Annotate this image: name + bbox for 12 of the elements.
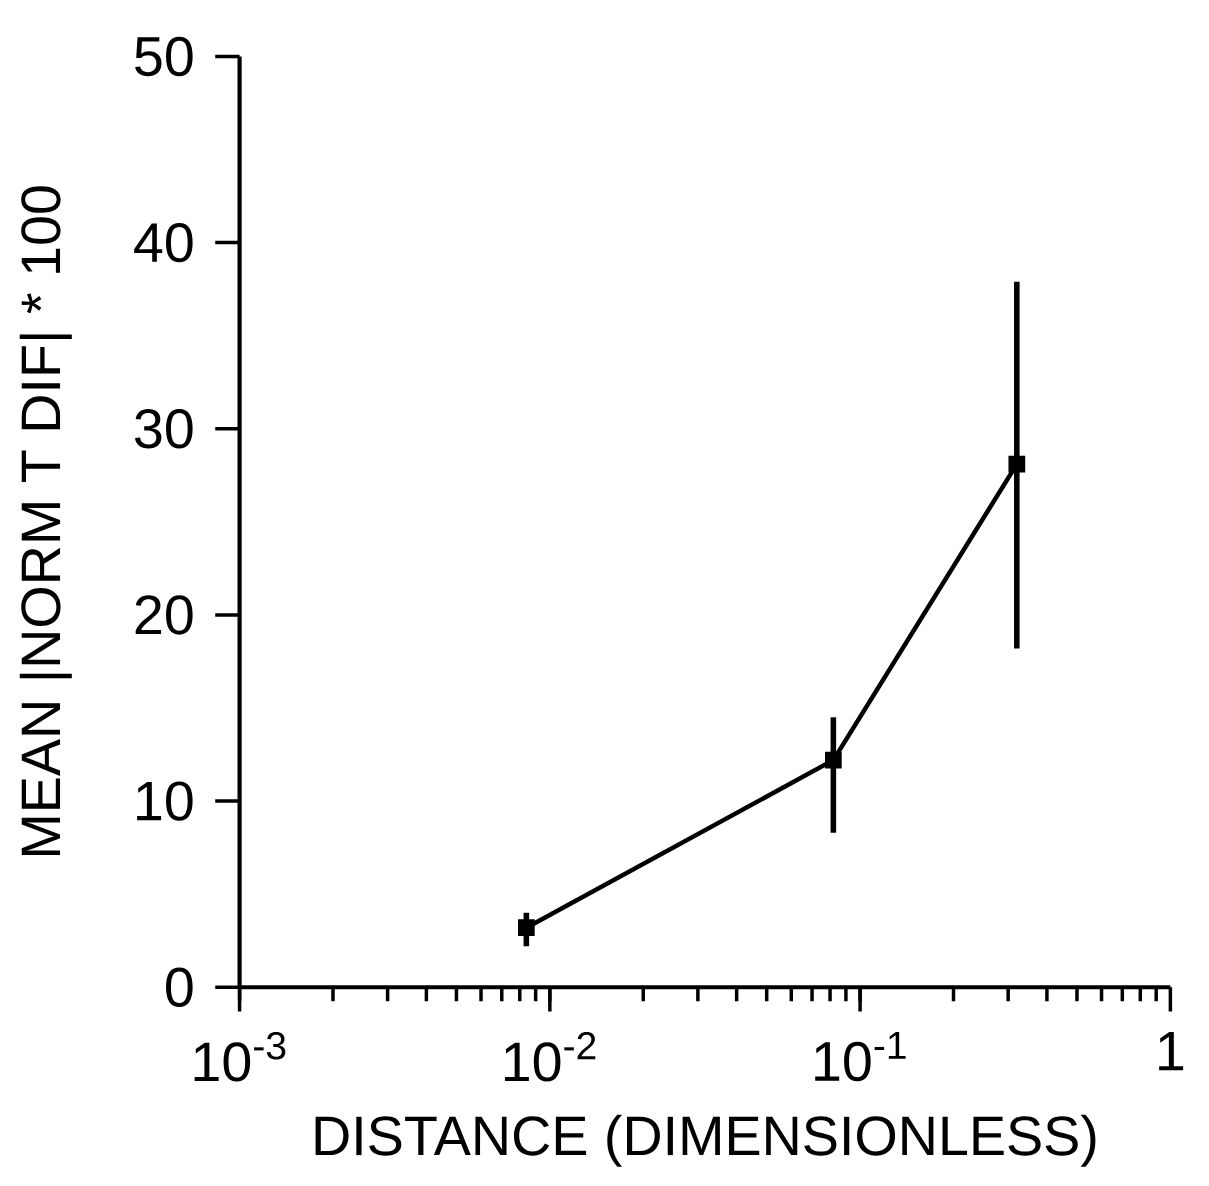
x-tick-label: 10$^{-3}$ xyxy=(194,1031,286,1082)
x-tick-label: 10$^{-1}$ xyxy=(815,1031,906,1082)
y-tick-label: 0 xyxy=(166,967,193,1007)
y-tick-label: 30 xyxy=(135,408,193,449)
y-tick-label: 20 xyxy=(135,595,193,635)
x-tick-label: 10$^{-2}$ xyxy=(504,1031,596,1082)
x-tick-label: 1 xyxy=(1159,1031,1184,1071)
y-tick-label: 50 xyxy=(135,36,193,77)
y-tick-label: 10 xyxy=(137,781,193,821)
y-axis-title: MEAN |NORM T DIF| * 100 xyxy=(19,186,72,855)
y-tick-label: 40 xyxy=(134,222,193,263)
x-axis-title: DISTANCE (DIMENSIONLESS) xyxy=(315,1114,1096,1167)
